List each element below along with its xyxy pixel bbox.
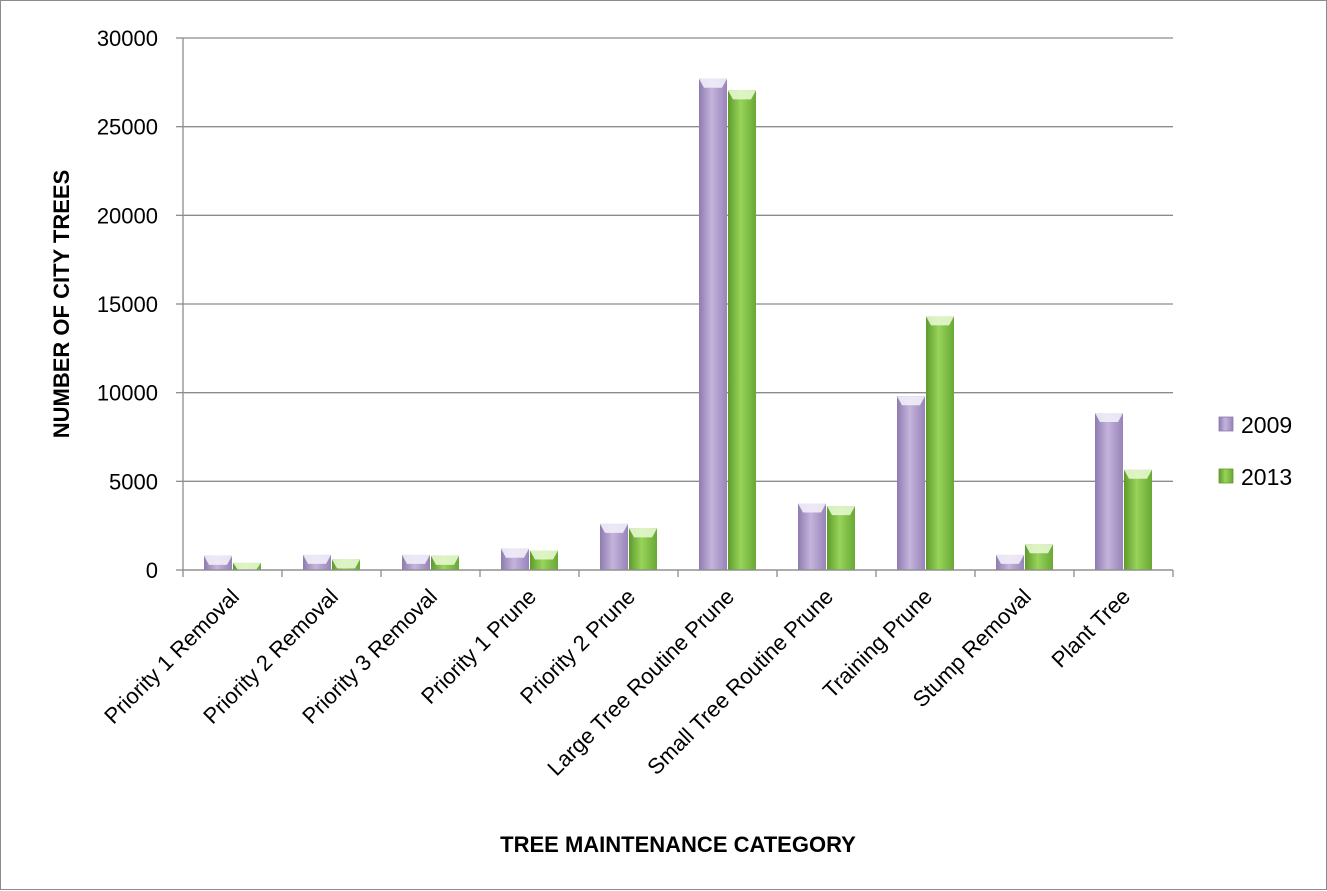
bar-2013 — [926, 316, 954, 570]
legend-label: 2009 — [1241, 412, 1292, 438]
bar-2009 — [600, 523, 628, 570]
y-tick-label: 30000 — [97, 26, 158, 51]
bar-2013 — [431, 555, 459, 570]
bar-2009 — [204, 555, 232, 570]
bar-2013 — [1124, 469, 1152, 570]
legend-item-2013: 2013 — [1218, 464, 1292, 490]
y-tick-label: 25000 — [97, 115, 158, 140]
bar-body — [728, 90, 756, 571]
bar-body — [827, 506, 855, 570]
bar-top-cap — [303, 554, 331, 564]
bar-top-cap — [798, 503, 826, 513]
bar-top-cap — [699, 78, 727, 88]
bar-top-cap — [431, 555, 459, 565]
gridlines — [183, 37, 1173, 571]
bar-body — [897, 396, 925, 570]
bar-2009 — [996, 554, 1024, 570]
bar-body — [1124, 469, 1152, 570]
bar-body — [1095, 413, 1123, 570]
bar-2009 — [402, 554, 430, 570]
bar-body — [926, 316, 954, 570]
y-tick-label: 10000 — [97, 381, 158, 406]
x-tick-label: Plant Tree — [1046, 584, 1135, 673]
bar-top-cap — [827, 506, 855, 516]
bar-top-cap — [996, 554, 1024, 564]
bar-2013 — [827, 506, 855, 570]
legend-swatch — [1218, 468, 1234, 484]
bar-2009 — [897, 396, 925, 570]
bar-2013 — [629, 528, 657, 570]
bar-top-cap — [728, 90, 756, 100]
bar-2013 — [728, 90, 756, 571]
y-tick-label: 5000 — [109, 469, 158, 494]
bar-top-cap — [897, 396, 925, 406]
bar-top-cap — [600, 523, 628, 533]
bar-top-cap — [530, 550, 558, 560]
y-tick-labels: 0 5000 10000 15000 20000 25000 30000 — [97, 26, 158, 583]
legend: 2009 2013 — [1218, 412, 1292, 490]
bar-top-cap — [629, 528, 657, 538]
y-tick-label: 20000 — [97, 203, 158, 228]
y-tick-label: 15000 — [97, 292, 158, 317]
legend-swatch — [1218, 416, 1234, 432]
bar-2009 — [501, 548, 529, 570]
bar-top-cap — [233, 562, 261, 570]
bar-top-cap — [402, 554, 430, 564]
bar-top-cap — [501, 548, 529, 558]
x-tick-label: Small Tree Routine Prune — [642, 584, 838, 780]
bar-2009 — [699, 78, 727, 570]
bar-top-cap — [1095, 413, 1123, 423]
bar-2009 — [798, 503, 826, 570]
bar-2009 — [1095, 413, 1123, 570]
y-axis-title: NUMBER OF CITY TREES — [49, 170, 74, 439]
bar-2013 — [233, 562, 261, 570]
legend-item-2009: 2009 — [1218, 412, 1292, 438]
bar-2009 — [303, 554, 331, 570]
y-tick-label: 0 — [146, 558, 158, 583]
bar-top-cap — [926, 316, 954, 326]
bar-top-cap — [1025, 544, 1053, 554]
legend-label: 2013 — [1241, 464, 1292, 490]
bars — [204, 78, 1152, 571]
x-axis-title: TREE MAINTENANCE CATEGORY — [500, 832, 856, 857]
bar-2013 — [530, 550, 558, 570]
bar-body — [798, 503, 826, 570]
bar-2013 — [1025, 544, 1053, 570]
axes — [176, 37, 1174, 577]
bar-body — [699, 78, 727, 570]
bar-top-cap — [332, 559, 360, 569]
bar-2013 — [332, 559, 360, 570]
bar-top-cap — [204, 555, 232, 565]
bar-top-cap — [1124, 469, 1152, 479]
x-tick-label: Large Tree Routine Prune — [542, 584, 739, 781]
